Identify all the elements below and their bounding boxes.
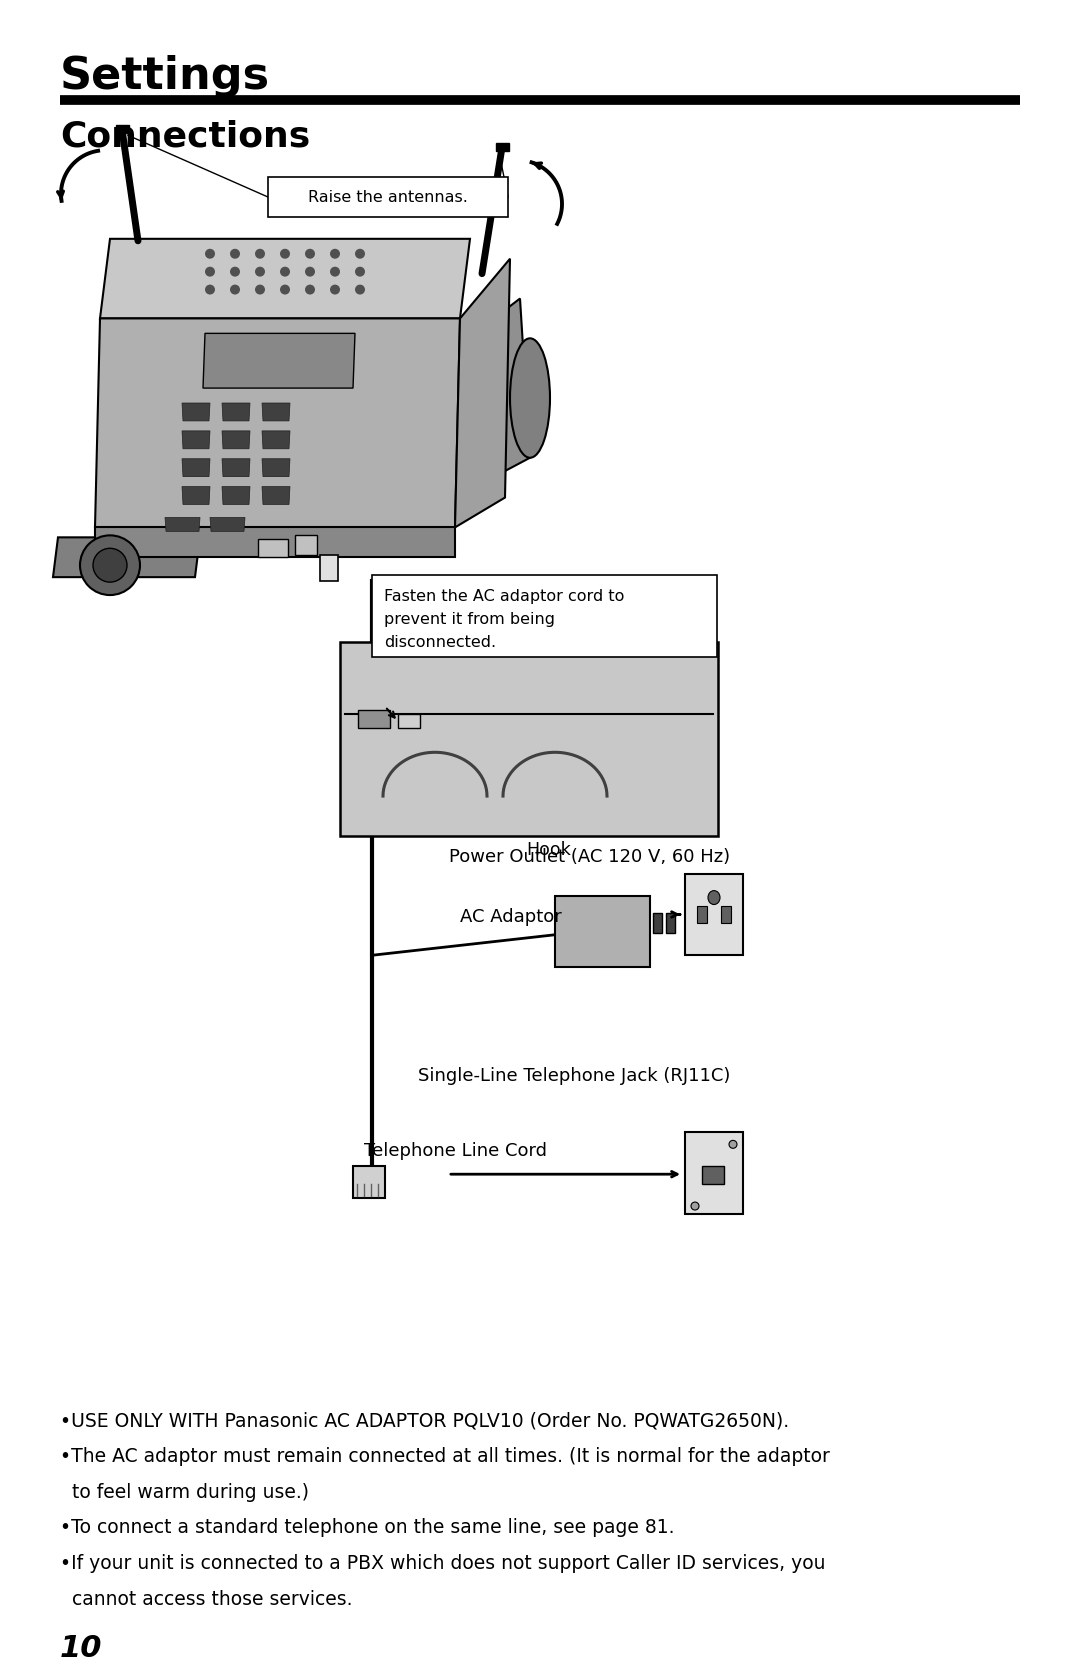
Polygon shape	[262, 431, 291, 449]
Circle shape	[280, 285, 291, 294]
Text: •To connect a standard telephone on the same line, see page 81.: •To connect a standard telephone on the …	[60, 1519, 675, 1537]
Text: cannot access those services.: cannot access those services.	[60, 1591, 352, 1609]
Bar	[353, 1167, 384, 1198]
Bar	[399, 714, 420, 728]
Polygon shape	[95, 319, 460, 527]
Polygon shape	[222, 402, 249, 421]
Text: Connections: Connections	[60, 120, 310, 154]
Ellipse shape	[708, 891, 720, 905]
Text: Power Outlet (AC 120 V, 60 Hz): Power Outlet (AC 120 V, 60 Hz)	[449, 848, 730, 866]
Text: •If your unit is connected to a PBX which does not support Caller ID services, y: •If your unit is connected to a PBX whic…	[60, 1554, 825, 1574]
Polygon shape	[183, 402, 210, 421]
Bar	[372, 576, 717, 658]
Bar	[721, 906, 731, 923]
Bar	[697, 906, 707, 923]
Circle shape	[691, 1202, 699, 1210]
Bar	[116, 125, 129, 134]
Text: 10: 10	[60, 1634, 103, 1662]
Bar	[295, 536, 318, 556]
Text: Settings: Settings	[60, 55, 270, 98]
Bar	[666, 913, 675, 933]
Circle shape	[330, 267, 340, 277]
Circle shape	[205, 285, 215, 294]
Text: Raise the antennas.: Raise the antennas.	[308, 190, 468, 205]
Polygon shape	[222, 487, 249, 504]
Polygon shape	[262, 487, 291, 504]
Circle shape	[729, 1140, 737, 1148]
Circle shape	[330, 285, 340, 294]
Circle shape	[305, 267, 315, 277]
Circle shape	[305, 285, 315, 294]
Bar	[357, 711, 390, 728]
Bar	[653, 913, 662, 933]
Ellipse shape	[510, 339, 550, 457]
Polygon shape	[183, 459, 210, 477]
Polygon shape	[165, 517, 200, 531]
Polygon shape	[53, 537, 200, 577]
Circle shape	[205, 249, 215, 259]
Polygon shape	[100, 239, 470, 319]
Circle shape	[255, 249, 265, 259]
Circle shape	[230, 285, 240, 294]
Polygon shape	[455, 259, 510, 527]
Polygon shape	[183, 487, 210, 504]
Circle shape	[80, 536, 140, 596]
Text: Single-Line Telephone Jack (RJ11C): Single-Line Telephone Jack (RJ11C)	[418, 1066, 730, 1085]
Bar	[555, 896, 650, 968]
Bar	[496, 144, 509, 152]
Bar	[320, 556, 338, 581]
Bar	[258, 539, 288, 557]
Text: Fasten the AC adaptor cord to
prevent it from being
disconnected.: Fasten the AC adaptor cord to prevent it…	[384, 589, 624, 649]
Bar	[340, 643, 718, 836]
Text: •USE ONLY WITH Panasonic AC ADAPTOR PQLV10 (Order No. PQWATG2650N).: •USE ONLY WITH Panasonic AC ADAPTOR PQLV…	[60, 1410, 789, 1430]
Polygon shape	[262, 459, 291, 477]
Text: Telephone Line Cord: Telephone Line Cord	[364, 1142, 546, 1160]
Text: •The AC adaptor must remain connected at all times. (It is normal for the adapto: •The AC adaptor must remain connected at…	[60, 1447, 829, 1465]
Circle shape	[355, 285, 365, 294]
Circle shape	[280, 267, 291, 277]
Polygon shape	[222, 431, 249, 449]
Polygon shape	[95, 527, 455, 557]
Circle shape	[355, 267, 365, 277]
Bar	[702, 1167, 724, 1183]
Text: AC Adaptor: AC Adaptor	[460, 908, 562, 926]
Polygon shape	[262, 402, 291, 421]
Bar	[685, 1132, 743, 1213]
Circle shape	[255, 267, 265, 277]
Circle shape	[230, 267, 240, 277]
Circle shape	[230, 249, 240, 259]
Text: to feel warm during use.): to feel warm during use.)	[60, 1482, 309, 1502]
Polygon shape	[203, 334, 355, 389]
Text: Hook: Hook	[527, 841, 571, 860]
Bar	[685, 873, 743, 955]
Polygon shape	[222, 459, 249, 477]
Polygon shape	[183, 431, 210, 449]
Circle shape	[280, 249, 291, 259]
Circle shape	[205, 267, 215, 277]
Circle shape	[330, 249, 340, 259]
Bar	[268, 177, 508, 217]
Circle shape	[93, 549, 127, 582]
Circle shape	[305, 249, 315, 259]
Polygon shape	[210, 517, 245, 531]
Circle shape	[255, 285, 265, 294]
Circle shape	[355, 249, 365, 259]
Polygon shape	[455, 299, 530, 497]
